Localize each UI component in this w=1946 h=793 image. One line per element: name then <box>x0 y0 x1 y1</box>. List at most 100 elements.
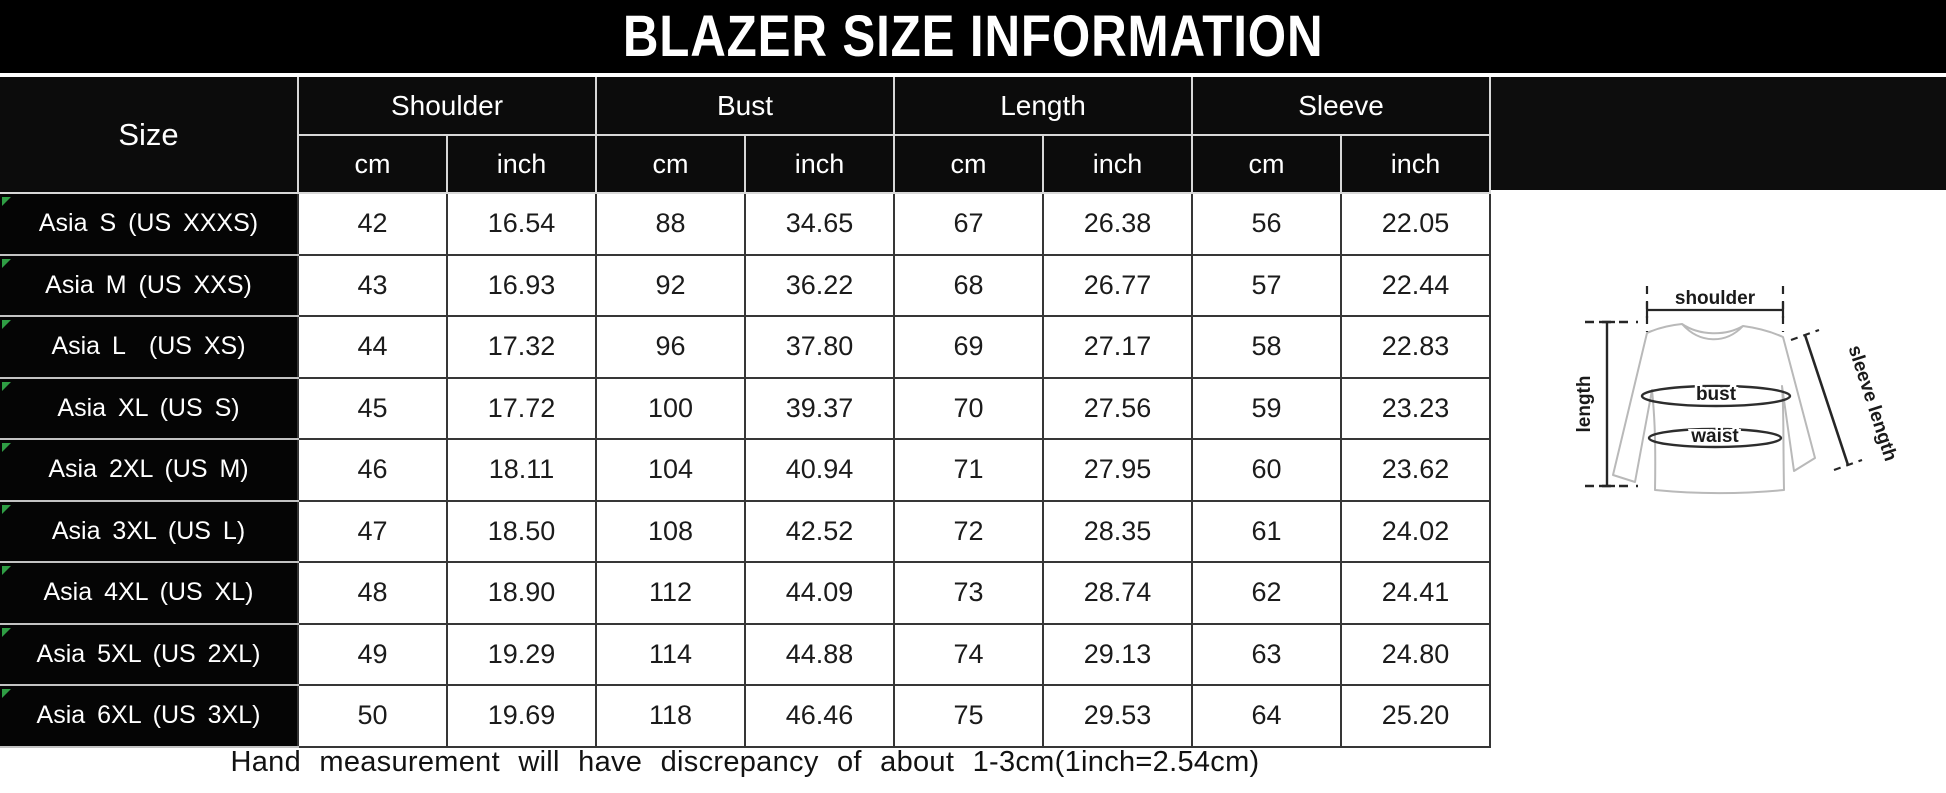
measurement-cell: 42 <box>297 192 448 256</box>
table-row: Asia L (US XS) 44 17.32 96 37.80 69 27.17 58 22.… <box>0 315 1492 379</box>
bust-measure <box>1640 384 1792 408</box>
measurement-cell: 50 <box>297 684 448 748</box>
page-title: BLAZER SIZE INFORMATION <box>622 4 1324 69</box>
measurement-cell: 29.53 <box>1041 684 1194 748</box>
measurement-cell: 112 <box>595 561 746 625</box>
measurement-cell: 27.56 <box>1041 376 1194 440</box>
measurement-cell: 73 <box>893 561 1044 625</box>
measurement-cell: 70 <box>893 376 1044 440</box>
measurement-cell: 75 <box>893 684 1044 748</box>
measurement-cell: 96 <box>595 315 746 379</box>
measurement-cell: 88 <box>595 192 746 256</box>
measurement-cell: 60 <box>1191 438 1343 502</box>
table-row: Asia 6XL (US 3XL) 50 19.69 118 46.46 75 29.53 6… <box>0 684 1492 748</box>
measurement-cell: 92 <box>595 253 746 317</box>
measurement-cell: 16.93 <box>446 253 597 317</box>
size-label-cell: Asia 2XL (US M) <box>0 438 299 502</box>
measurement-cell: 64 <box>1191 684 1343 748</box>
size-label-cell: Asia XL (US S) <box>0 376 299 440</box>
measurement-cell: 22.83 <box>1340 315 1492 379</box>
measurement-cell: 59 <box>1191 376 1343 440</box>
table-row: Asia XL (US S) 45 17.72 100 39.37 70 27.56 59 23… <box>0 376 1492 440</box>
size-label-cell: Asia S (US XXXS) <box>0 192 299 256</box>
sleeve-length-measure <box>1790 328 1863 472</box>
measurement-cell: 74 <box>893 622 1044 686</box>
measurement-disclaimer: Hand measurement will have discrepancy o… <box>230 746 1260 778</box>
measurement-cell: 22.44 <box>1340 253 1492 317</box>
size-label-cell: Asia L (US XS) <box>0 315 299 379</box>
measurement-cell: 24.02 <box>1340 499 1492 563</box>
unit-header: cm <box>893 135 1044 194</box>
table-row: Asia 4XL (US XL) 48 18.90 112 44.09 73 28.74 62… <box>0 561 1492 625</box>
table-row: Asia S (US XXXS) 42 16.54 88 34.65 67 26.38 56 2… <box>0 192 1492 256</box>
unit-header: inch <box>1041 135 1194 194</box>
column-group-length: Length <box>892 77 1194 136</box>
measurement-cell: 26.38 <box>1041 192 1194 256</box>
unit-header: cm <box>595 135 746 194</box>
measurement-cell: 36.22 <box>744 253 895 317</box>
measurement-cell: 16.54 <box>446 192 597 256</box>
measurement-cell: 104 <box>595 438 746 502</box>
measurement-cell: 18.50 <box>446 499 597 563</box>
measurement-cell: 45 <box>297 376 448 440</box>
measurement-cell: 44 <box>297 315 448 379</box>
length-measure <box>1585 320 1638 488</box>
measurement-cell: 26.77 <box>1041 253 1194 317</box>
size-table: Size Shoulder Bust Length Sleeve cm inch… <box>0 77 1492 748</box>
length-label: length <box>1574 376 1595 433</box>
measurement-cell: 17.32 <box>446 315 597 379</box>
measurement-cell: 34.65 <box>744 192 895 256</box>
measurement-cell: 72 <box>893 499 1044 563</box>
measurement-cell: 61 <box>1191 499 1343 563</box>
size-table-header: Size Shoulder Bust Length Sleeve cm inch… <box>0 77 1492 194</box>
measurement-cell: 58 <box>1191 315 1343 379</box>
measurement-cell: 42.52 <box>744 499 895 563</box>
measurement-cell: 44.09 <box>744 561 895 625</box>
column-group-shoulder: Shoulder <box>297 77 597 136</box>
measurement-cell: 25.20 <box>1340 684 1492 748</box>
measurement-cell: 19.69 <box>446 684 597 748</box>
measurement-cell: 28.74 <box>1041 561 1194 625</box>
unit-header: cm <box>1191 135 1343 194</box>
sleeve-length-label: sleeve length <box>1844 343 1901 464</box>
measurement-cell: 63 <box>1191 622 1343 686</box>
unit-header: cm <box>297 135 448 194</box>
measurement-cell: 27.95 <box>1041 438 1194 502</box>
measurement-cell: 28.35 <box>1041 499 1194 563</box>
measurement-cell: 114 <box>595 622 746 686</box>
column-group-bust: Bust <box>595 77 895 136</box>
size-label-cell: Asia M (US XXS) <box>0 253 299 317</box>
bust-label: bust <box>1696 384 1737 405</box>
column-group-sleeve: Sleeve <box>1191 77 1492 136</box>
measurement-cell: 40.94 <box>744 438 895 502</box>
measurement-cell: 18.90 <box>446 561 597 625</box>
measurement-cell: 37.80 <box>744 315 895 379</box>
measurement-cell: 49 <box>297 622 448 686</box>
size-table-body: Asia S (US XXXS) 42 16.54 88 34.65 67 26.38 56 2… <box>0 192 1492 748</box>
size-label-cell: Asia 3XL (US L) <box>0 499 299 563</box>
measurement-cell: 44.88 <box>744 622 895 686</box>
measurement-cell: 71 <box>893 438 1044 502</box>
measurement-cell: 100 <box>595 376 746 440</box>
measurement-cell: 68 <box>893 253 1044 317</box>
measurement-cell: 48 <box>297 561 448 625</box>
size-label-cell: Asia 6XL (US 3XL) <box>0 684 299 748</box>
measurement-cell: 27.17 <box>1041 315 1194 379</box>
shoulder-measure <box>1645 286 1785 332</box>
garment-outline <box>1612 323 1816 494</box>
measurement-cell: 43 <box>297 253 448 317</box>
measurement-cell: 56 <box>1191 192 1343 256</box>
measurement-cell: 17.72 <box>446 376 597 440</box>
column-header-size: Size <box>0 77 299 194</box>
measurement-cell: 46 <box>297 438 448 502</box>
measurement-cell: 69 <box>893 315 1044 379</box>
measurement-cell: 62 <box>1191 561 1343 625</box>
measurement-cell: 108 <box>595 499 746 563</box>
measurement-cell: 24.80 <box>1340 622 1492 686</box>
table-row: Asia 5XL (US 2XL) 49 19.29 114 44.88 74 29.13 6… <box>0 622 1492 686</box>
unit-header: inch <box>1340 135 1492 194</box>
measurement-cell: 23.23 <box>1340 376 1492 440</box>
table-row: Asia 3XL (US L) 47 18.50 108 42.52 72 28.35 61 2… <box>0 499 1492 563</box>
measurement-cell: 39.37 <box>744 376 895 440</box>
